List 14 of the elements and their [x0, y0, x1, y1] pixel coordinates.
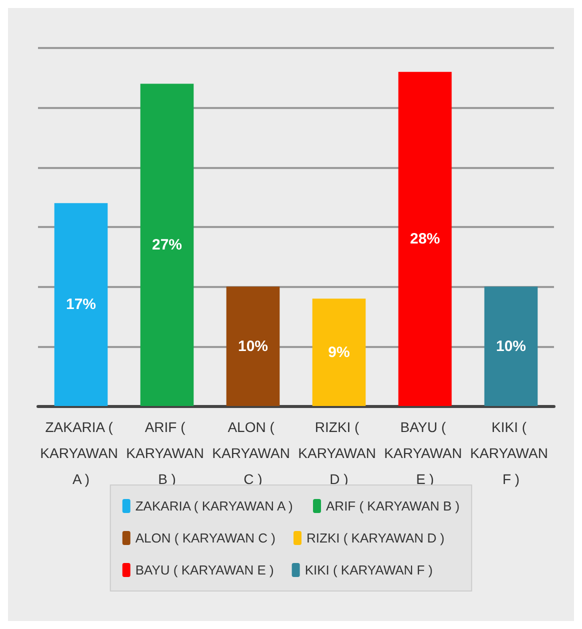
- x-tick-label: ZAKARIA ( KARYAWAN A ): [40, 419, 122, 487]
- legend-label: KIKI ( KARYAWAN F ): [304, 562, 433, 578]
- legend-label: ZAKARIA ( KARYAWAN A ): [135, 498, 293, 514]
- x-tick-label: KIKI ( KARYAWAN F ): [470, 419, 552, 487]
- data-label: 9%: [328, 344, 350, 361]
- legend-label: ARIF ( KARYAWAN B ): [326, 498, 460, 514]
- data-label: 27%: [152, 236, 182, 254]
- data-label: 28%: [410, 230, 440, 248]
- data-label: 10%: [496, 338, 526, 355]
- legend-label: RIZKI ( KARYAWAN D ): [306, 530, 444, 546]
- data-label: 10%: [238, 338, 268, 355]
- data-label: 17%: [66, 296, 96, 314]
- legend-label: ALON ( KARYAWAN C ): [135, 530, 276, 546]
- legend-label: BAYU ( KARYAWAN E ): [135, 562, 274, 578]
